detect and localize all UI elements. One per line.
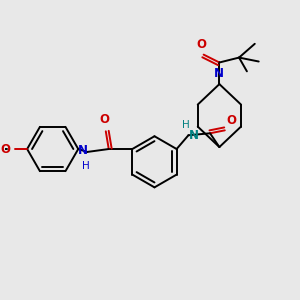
Text: N: N: [78, 145, 88, 158]
Text: O: O: [197, 38, 207, 51]
Text: O: O: [0, 142, 11, 155]
Text: N: N: [188, 129, 198, 142]
Text: H: H: [182, 120, 189, 130]
Text: O: O: [227, 114, 237, 128]
Text: N: N: [214, 67, 224, 80]
Text: O: O: [100, 113, 110, 126]
Text: H: H: [82, 161, 90, 171]
